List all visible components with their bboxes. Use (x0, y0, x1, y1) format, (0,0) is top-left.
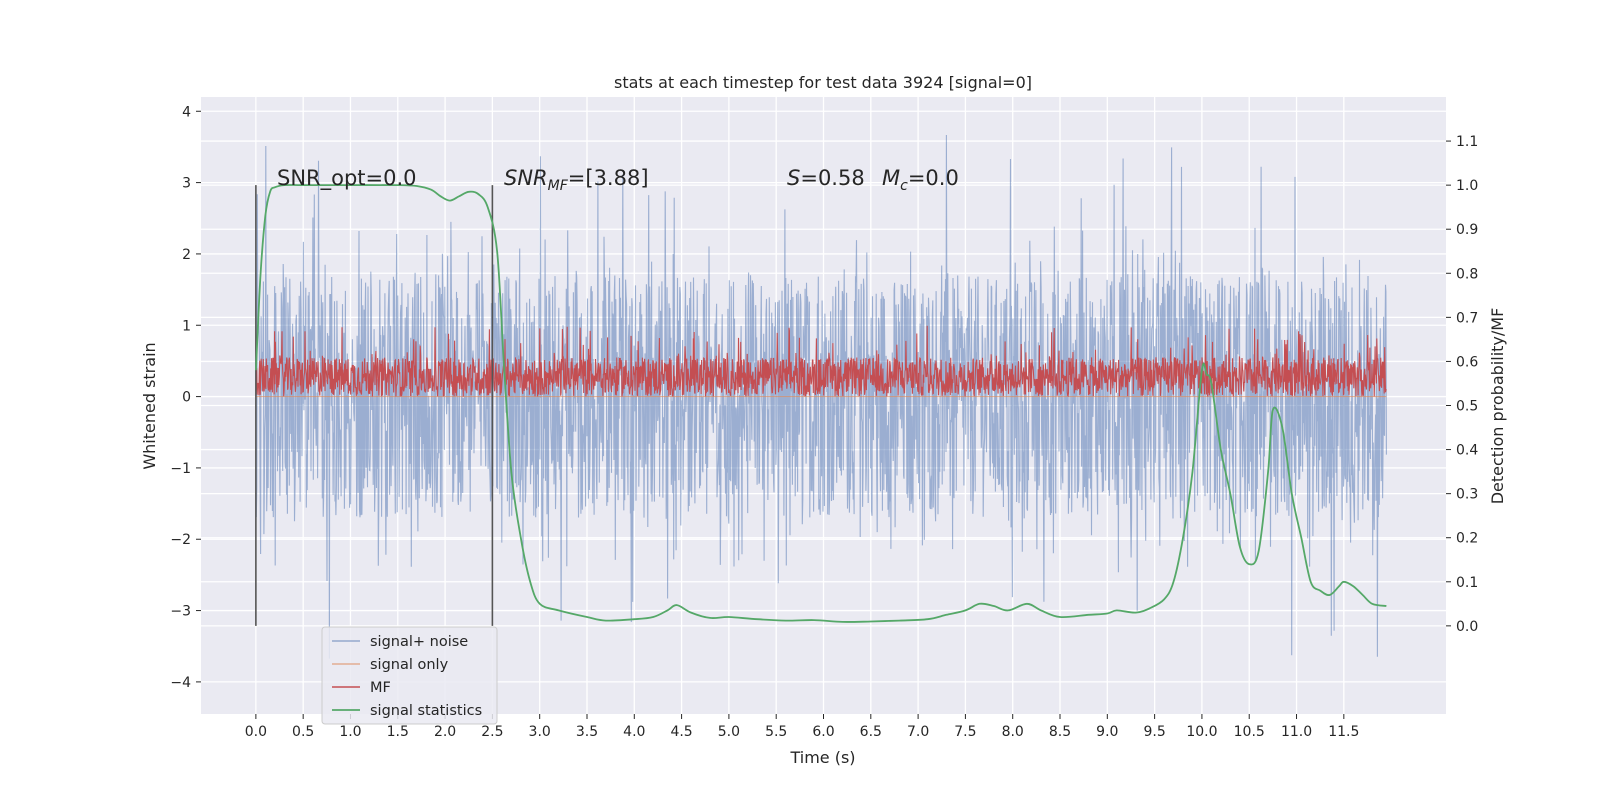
annotation-snr-mf-symbol: SNR (504, 166, 548, 190)
y-tick-label-left: 1 (182, 318, 191, 334)
mf-line (255, 325, 1387, 398)
x-tick-label: 5.0 (718, 724, 740, 740)
y-tick-label-right: 0.0 (1456, 619, 1478, 635)
legend-label-mf: MF (370, 680, 391, 696)
annotation-mc-symbol: M (882, 166, 900, 190)
annotation-mc-value: =0.0 (908, 166, 959, 190)
y-tick-label-left: −3 (170, 604, 191, 620)
y-tick-label-left: 4 (182, 104, 191, 120)
y-tick-label-left: 2 (182, 247, 191, 263)
legend-label-signal-only: signal only (370, 657, 449, 673)
y-tick-label-right: 0.6 (1456, 354, 1478, 370)
x-tick-label: 3.5 (576, 724, 598, 740)
y-tick-label-right: 0.8 (1456, 266, 1478, 282)
y-tick-label-right: 0.7 (1456, 310, 1478, 326)
y-tick-label-right: 0.4 (1456, 443, 1478, 459)
signal-statistics-line (255, 184, 1387, 623)
x-tick-label: 2.5 (481, 724, 503, 740)
y-axis-label-left: Whitened strain (140, 342, 159, 469)
legend-label-signal-statistics: signal statistics (370, 703, 482, 719)
annotation-mc: Mc=0.0 (882, 166, 959, 194)
annotation-snr-mf-value: =[3.88] (568, 166, 649, 190)
x-tick-label: 8.5 (1049, 724, 1071, 740)
y-tick-label-left: 3 (182, 176, 191, 192)
x-tick-label: 4.0 (623, 724, 645, 740)
legend-box (321, 626, 498, 725)
x-tick-label: 11.0 (1281, 724, 1312, 740)
mf-series (255, 325, 1387, 398)
x-tick-label: 7.5 (954, 724, 976, 740)
x-tick-label: 6.5 (860, 724, 882, 740)
x-tick-label: 0.5 (292, 724, 314, 740)
y-tick-label-right: 1.1 (1456, 134, 1478, 150)
annotation-s: S=0.58 (787, 166, 865, 190)
x-tick-label: 1.5 (387, 724, 409, 740)
x-tick-label: 4.5 (670, 724, 692, 740)
annotation-snr-mf-subscript: MF (548, 178, 569, 194)
x-tick-label: 2.0 (434, 724, 456, 740)
legend: signal+ noise signal only MF signal stat… (321, 626, 498, 725)
x-tick-label: 0.0 (245, 724, 267, 740)
annotation-mc-subscript: c (900, 178, 908, 194)
y-tick-label-left: −1 (170, 461, 191, 477)
y-tick-label-right: 0.3 (1456, 487, 1478, 503)
x-tick-label: 8.0 (1002, 724, 1024, 740)
y-tick-label-right: 0.2 (1456, 531, 1478, 547)
signal-statistics-series (255, 184, 1387, 623)
x-tick-label: 7.0 (907, 724, 929, 740)
vertical-markers (255, 185, 494, 626)
x-axis-label: Time (s) (789, 748, 855, 767)
x-tick-label: 5.5 (765, 724, 787, 740)
legend-label-signal-noise: signal+ noise (370, 634, 468, 650)
x-tick-label: 9.5 (1143, 724, 1165, 740)
annotation-snr-mf: SNRMF=[3.88] (504, 166, 649, 194)
y-tick-label-right: 0.5 (1456, 399, 1478, 415)
annotation-s-symbol: S (787, 166, 800, 190)
x-tick-label: 1.0 (339, 724, 361, 740)
tick-labels: 0.0 0.5 1.0 1.5 2.0 2.5 3.0 3.5 4.0 4.5 5.0 5.5 6.0 6… (170, 104, 1478, 740)
y-tick-label-left: 0 (182, 390, 191, 406)
y-tick-label-left: −2 (170, 532, 191, 548)
x-tick-label: 3.0 (529, 724, 551, 740)
x-tick-label: 10.5 (1234, 724, 1265, 740)
x-tick-label: 6.0 (812, 724, 834, 740)
annotation-snr-opt: SNR_opt=0.0 (277, 166, 417, 191)
x-tick-label: 10.0 (1186, 724, 1217, 740)
x-tick-label: 9.0 (1096, 724, 1118, 740)
y-tick-label-right: 0.1 (1456, 575, 1478, 591)
annotation-s-value: =0.58 (800, 166, 864, 190)
y-tick-label-left: −4 (170, 675, 191, 691)
y-tick-label-right: 1.0 (1456, 178, 1478, 194)
y-tick-label-right: 0.9 (1456, 222, 1478, 238)
x-tick-label: 11.5 (1328, 724, 1359, 740)
y-axis-label-right: Detection probability/MF (1488, 308, 1507, 505)
chart-title: stats at each timestep for test data 392… (614, 73, 1032, 92)
